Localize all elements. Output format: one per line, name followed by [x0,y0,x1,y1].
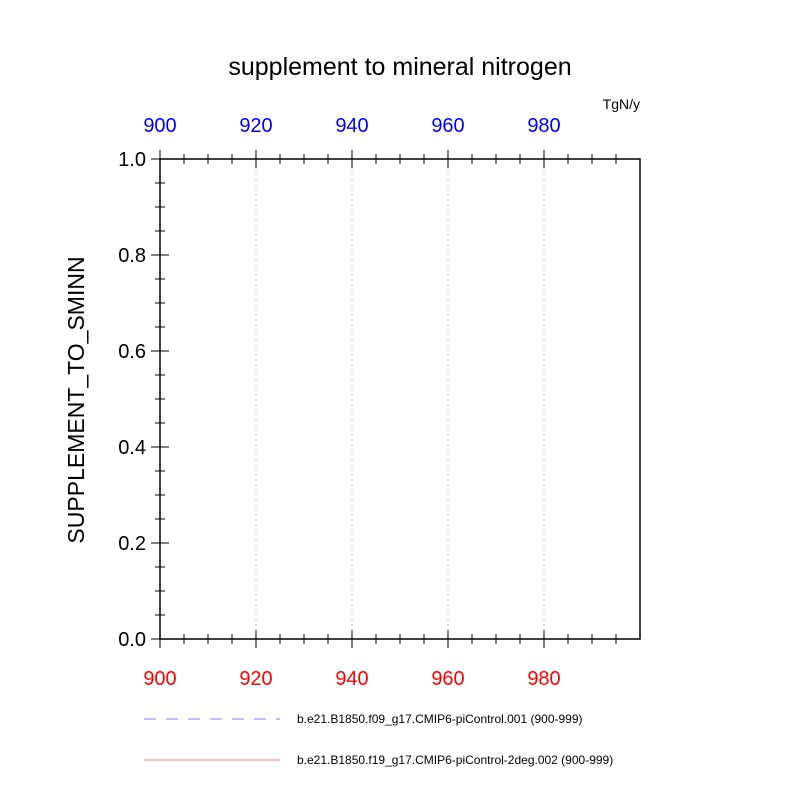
y-tick-label: 0.6 [118,341,146,363]
y-tick-label: 1.0 [118,149,146,171]
units-label: TgN/y [603,96,640,112]
legend: b.e21.B1850.f09_g17.CMIP6-piControl.001 … [144,712,613,767]
x-top-tick-label: 940 [335,115,368,137]
x-top-tick-label: 920 [239,115,272,137]
y-axis-label: SUPPLEMENT_TO_SMINN [63,256,89,543]
chart-title: supplement to mineral nitrogen [228,53,571,81]
x-top-tick-label: 960 [431,115,464,137]
y-tick-label: 0.2 [118,533,146,555]
x-tick-label: 920 [239,668,272,690]
x-tick-label: 940 [335,668,368,690]
gridlines [255,159,545,639]
x-tick-label: 960 [431,668,464,690]
ticks [151,150,617,648]
y-tick-label: 0.8 [118,245,146,267]
x-tick-label: 900 [143,668,176,690]
y-tick-label: 0.0 [118,629,146,651]
legend-label-2: b.e21.B1850.f19_g17.CMIP6-piControl-2deg… [297,753,613,767]
y-tick-label: 0.4 [118,437,146,459]
plot-frame [159,158,641,640]
x-top-tick-label: 980 [527,115,560,137]
x-top-tick-label: 900 [143,115,176,137]
legend-label-1: b.e21.B1850.f09_g17.CMIP6-piControl.001 … [297,712,583,726]
x-tick-label: 980 [527,668,560,690]
tick-labels: 900 920 940 960 980 900 920 940 960 980 0.0 0.2 0.4 0… [118,115,561,690]
